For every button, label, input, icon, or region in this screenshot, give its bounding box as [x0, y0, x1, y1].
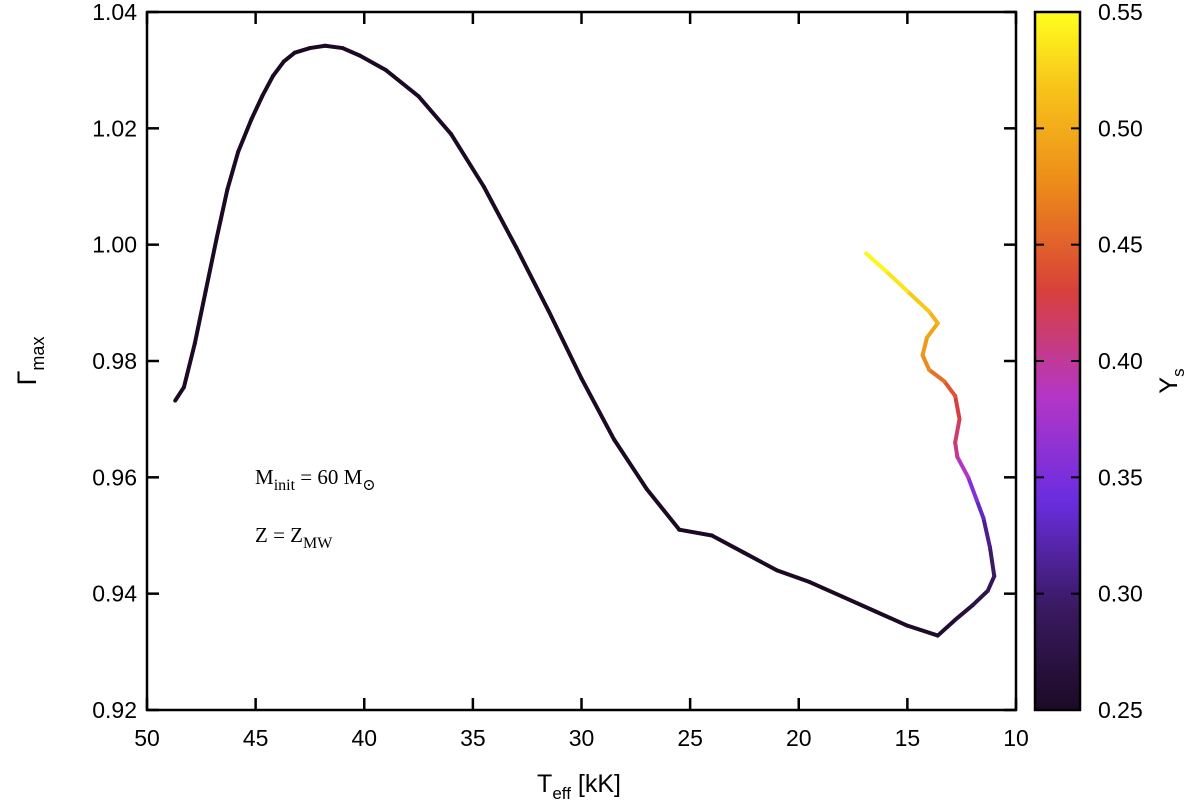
track-segment — [579, 376, 617, 442]
x-tick-label: 30 — [569, 725, 595, 751]
colorbar-tick-label: 0.55 — [1098, 0, 1143, 25]
track-segment — [775, 568, 812, 585]
track-segment — [807, 580, 845, 599]
track-segment — [953, 417, 962, 445]
track-segment — [214, 187, 230, 241]
plot-frame — [145, 10, 1018, 712]
track-segment — [927, 367, 947, 384]
x-tick-label: 20 — [786, 725, 812, 751]
track-segment — [927, 309, 940, 326]
track-segment — [546, 309, 584, 381]
track-segment — [173, 385, 186, 403]
track-segment — [985, 574, 997, 593]
track-segment — [953, 603, 975, 622]
y-tick-label: 1.04 — [92, 0, 137, 25]
track-segment — [920, 335, 929, 358]
colorbar-ticks: 0.25 0.30 0.35 0.40 0.45 0.50 0.55 — [1035, 0, 1143, 723]
y-tick-label: 0.94 — [92, 581, 137, 607]
colorbar-title: Ys — [1155, 368, 1188, 393]
track-segment — [924, 321, 940, 340]
track-segment — [281, 50, 297, 64]
track-segment — [192, 289, 208, 346]
track-segment — [292, 46, 312, 55]
track-segment — [203, 236, 219, 294]
track-segment — [307, 43, 328, 51]
track-segment — [271, 59, 286, 78]
colorbar-tick-label: 0.40 — [1098, 348, 1143, 374]
x-tick-label: 40 — [351, 725, 377, 751]
track-segment — [323, 43, 345, 51]
track-segment — [481, 184, 519, 250]
track-segment — [644, 486, 682, 532]
y-tick-label: 0.98 — [92, 348, 137, 374]
track-segment — [953, 393, 962, 422]
track-segment — [864, 251, 888, 273]
track-segment — [953, 440, 960, 459]
track-segment — [920, 353, 932, 372]
track-segment — [942, 379, 958, 398]
track-segment — [340, 46, 362, 58]
track-segment — [416, 94, 454, 137]
track-segment — [514, 245, 551, 314]
colorbar-tick-label: 0.45 — [1098, 232, 1143, 258]
track-segment — [357, 53, 388, 73]
track-segment — [236, 117, 254, 154]
colorbar-tick-label: 0.50 — [1098, 115, 1143, 141]
y-tick-label: 0.96 — [92, 464, 137, 490]
x-axis-title: Teff [kK] — [537, 770, 621, 803]
x-tick-label: 25 — [677, 725, 703, 751]
track-segment — [677, 527, 714, 538]
x-tick-label: 45 — [243, 725, 269, 751]
y-tick-label: 1.02 — [92, 115, 137, 141]
y-tick-label: 1.00 — [92, 232, 137, 258]
track-segment — [987, 545, 997, 579]
track-segment — [872, 609, 910, 628]
track-segment — [449, 132, 486, 189]
annotation-mass: Minit = 60 M⊙ — [255, 465, 376, 494]
track-segment — [955, 454, 971, 480]
x-tick-label: 35 — [460, 725, 486, 751]
annotation-metallicity: Z = ZMW — [255, 523, 333, 552]
track-segment — [181, 341, 197, 390]
x-ticks: 50 45 40 35 30 25 20 15 10 — [134, 12, 1029, 751]
track-segment — [249, 94, 265, 122]
track-segment — [840, 594, 877, 614]
x-tick-label: 50 — [134, 725, 160, 751]
x-tick-label: 10 — [1003, 725, 1029, 751]
track-segment — [966, 475, 979, 503]
track-segment — [905, 623, 940, 638]
track-segment — [742, 550, 780, 573]
colorbar-tick-label: 0.25 — [1098, 697, 1143, 723]
y-tick-label: 0.92 — [92, 697, 137, 723]
track-segment — [383, 68, 421, 99]
track-segment — [970, 588, 990, 608]
colorbar-tick-label: 0.35 — [1098, 464, 1143, 490]
track-segment — [260, 73, 276, 99]
track-segment — [981, 516, 992, 550]
track-segment — [935, 617, 958, 638]
colorbar-tick-label: 0.30 — [1098, 581, 1143, 607]
track-line — [173, 43, 997, 638]
track-segment — [709, 533, 747, 555]
y-ticks: 0.92 0.94 0.96 0.98 1.00 1.02 1.04 — [92, 0, 1016, 723]
track-segment — [225, 149, 241, 192]
track-segment — [883, 268, 910, 294]
y-axis-title: Γmax — [12, 337, 48, 386]
track-segment — [974, 498, 986, 521]
track-segment — [612, 437, 649, 491]
track-segment — [905, 289, 932, 314]
x-tick-label: 15 — [895, 725, 921, 751]
